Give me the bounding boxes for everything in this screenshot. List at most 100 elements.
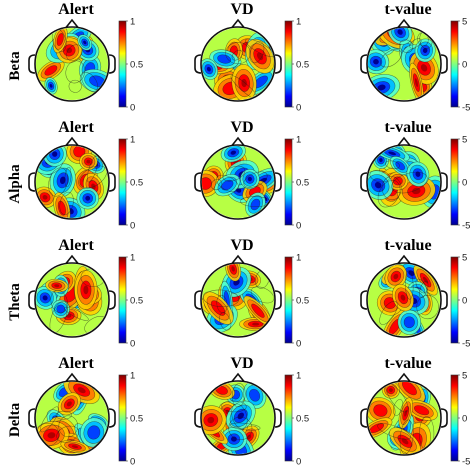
activation-blob-low: [368, 170, 394, 200]
right-ear-outline: [108, 408, 116, 428]
activation-blob-low: [220, 427, 248, 452]
colorbar-tick-label: 0.5: [130, 414, 143, 425]
colorbar: [285, 375, 292, 461]
column-title: VD: [230, 355, 253, 372]
activation-blob-high: [389, 427, 421, 454]
activation-blob-low: [240, 168, 260, 190]
nose-outline: [231, 254, 245, 264]
activation-blob-high: [243, 295, 273, 326]
right-ear-outline: [274, 172, 282, 192]
topomap-panel: 5 0 -5: [360, 371, 470, 468]
activation-blob-high: [79, 152, 98, 171]
right-ear-outline: [274, 54, 282, 74]
left-ear-outline: [194, 172, 202, 192]
right-ear-outline: [108, 54, 116, 74]
nose-outline: [65, 254, 79, 264]
activation-blob-low: [209, 49, 239, 69]
head-outline: [366, 380, 442, 456]
column-title: VD: [230, 119, 253, 136]
colorbar-tick-label: 0: [462, 296, 467, 307]
colorbar: [285, 257, 292, 343]
row-label: Alpha: [7, 164, 23, 204]
right-ear-outline: [274, 408, 282, 428]
colorbar-tick-label: 0.5: [296, 60, 309, 71]
nose-outline: [65, 18, 79, 28]
topomap-panel: 10.50: [194, 17, 309, 114]
right-ear-outline: [440, 408, 448, 428]
activation-blob-low: [202, 58, 219, 80]
nose-outline: [397, 254, 411, 264]
head-outline: [34, 380, 110, 456]
head-outline: [34, 26, 110, 102]
topomap-panel: 10.50: [194, 253, 309, 350]
colorbar-tick-label: 0.5: [296, 414, 309, 425]
activation-blob-high: [392, 283, 414, 312]
activation-blob-low: [245, 192, 266, 217]
right-ear-outline: [108, 290, 116, 310]
head-outline: [366, 262, 442, 338]
activation-blob-low: [220, 146, 246, 163]
row-label: Delta: [7, 402, 23, 437]
activation-blob-low: [44, 77, 58, 95]
activation-blob-low: [36, 286, 57, 310]
activation-blob-high: [368, 397, 396, 424]
colorbar-tick-label: 5: [462, 135, 467, 146]
colorbar: [119, 21, 126, 107]
head-outline: [200, 380, 276, 456]
head-outline: [366, 144, 442, 220]
colorbar-tick-label: -5: [462, 221, 470, 232]
head-outline: [200, 26, 276, 102]
right-ear-outline: [440, 290, 448, 310]
colorbar-tick-label: 1: [296, 135, 301, 146]
colorbar-tick-label: 0: [296, 457, 301, 468]
left-ear-outline: [360, 172, 368, 192]
left-ear-outline: [360, 408, 368, 428]
colorbar-tick-label: 1: [296, 253, 301, 264]
colorbar-tick-label: 1: [130, 17, 135, 28]
nose-outline: [397, 18, 411, 28]
colorbar: [451, 139, 458, 225]
topomap-panel: 10.50: [28, 17, 143, 114]
colorbar-tick-label: 0.5: [130, 178, 143, 189]
topomap-panel: 5 0 -5: [360, 17, 470, 114]
head-outline: [200, 144, 276, 220]
activation-blob-low: [77, 34, 93, 51]
topomap-panel: 10.50: [28, 371, 143, 468]
topomap-panel: 5 0 -5: [360, 253, 470, 350]
activation-blob-low: [76, 187, 99, 210]
colorbar-tick-label: 5: [462, 17, 467, 28]
colorbar-tick-label: 0: [130, 221, 135, 232]
activation-blob-high: [60, 439, 90, 454]
colorbar-tick-label: 0: [130, 457, 135, 468]
nose-outline: [65, 372, 79, 382]
activation-blob-high: [413, 264, 438, 296]
activation-blob-high: [45, 278, 69, 293]
left-ear-outline: [194, 54, 202, 74]
activation-blob-high: [52, 28, 68, 54]
colorbar-tick-label: -5: [462, 103, 470, 114]
column-title: t-value: [384, 355, 431, 372]
colorbar-tick-label: 1: [130, 253, 135, 264]
colorbar-tick-label: 1: [296, 17, 301, 28]
activation-blob-low: [368, 49, 390, 75]
colorbar: [119, 375, 126, 461]
colorbar-tick-label: 0: [462, 178, 467, 189]
colorbar-tick-label: 0: [296, 221, 301, 232]
row-label: Beta: [7, 51, 23, 81]
head-outline: [34, 262, 110, 338]
activation-blob-low: [397, 309, 422, 335]
activation-blob-low: [51, 299, 70, 319]
activation-blob-low: [368, 74, 401, 100]
right-ear-outline: [440, 172, 448, 192]
head-outline: [200, 262, 276, 338]
left-ear-outline: [28, 54, 36, 74]
activation-blob-low: [387, 28, 413, 45]
colorbar: [451, 257, 458, 343]
topomap-panel: 10.50: [194, 135, 309, 232]
colorbar: [119, 139, 126, 225]
colorbar: [285, 139, 292, 225]
activation-blob-high: [405, 399, 438, 421]
column-title: Alert: [58, 119, 94, 136]
column-title: Alert: [58, 237, 94, 254]
colorbar-tick-label: 1: [130, 135, 135, 146]
